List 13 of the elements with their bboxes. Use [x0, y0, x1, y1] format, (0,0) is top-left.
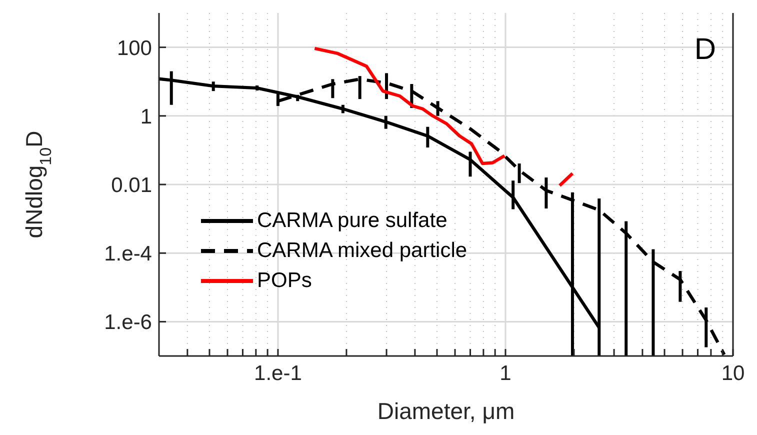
- y-tick-label: 1.e-4: [104, 242, 152, 266]
- x-tick-label: 1.e-1: [254, 362, 302, 385]
- y-tick-label: 1: [140, 105, 152, 128]
- x-axis-title: Diameter, μm: [377, 398, 515, 424]
- y-tick-label: 1.e-6: [104, 311, 152, 334]
- x-tick-label: 10: [721, 362, 745, 385]
- legend-label: CARMA mixed particle: [257, 238, 468, 264]
- y-tick-label: 0.01: [111, 174, 152, 197]
- y-tick-label: 100: [116, 36, 152, 60]
- legend-label: POPs: [257, 268, 312, 294]
- x-tick-label: 1: [500, 362, 512, 385]
- annotation: D: [694, 33, 716, 67]
- legend-label: CARMA pure sulfate: [257, 208, 448, 234]
